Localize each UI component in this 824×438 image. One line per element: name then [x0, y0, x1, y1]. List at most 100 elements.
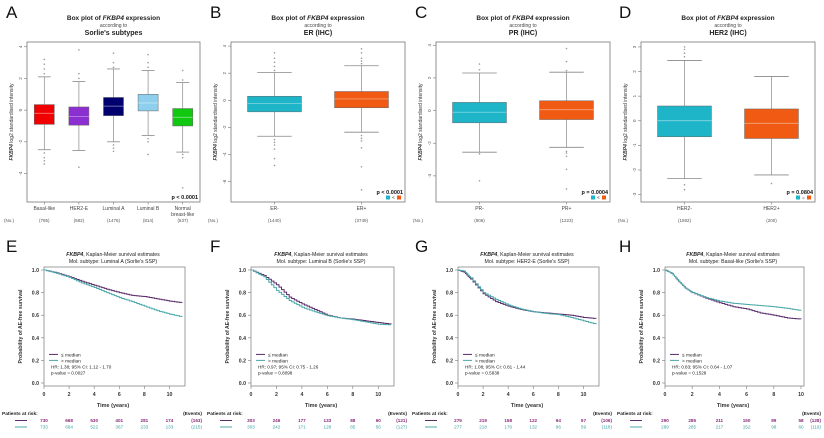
risk-count: 530 [90, 418, 98, 423]
x-tick-label: 2 [68, 392, 71, 398]
x-axis-label: Time (years) [97, 403, 129, 409]
km-plot-luminal-a: FKBP4, Kaplan-Meier survival estimatesMo… [2, 252, 202, 430]
event-count: (119) [811, 425, 822, 430]
x-tick-label: 8 [143, 392, 146, 398]
y-axis-label: FKBP4 log2 standardised intensity [9, 83, 15, 160]
chart-subtitle: Mol. subtype: Luminal B (Sorlie's SSP) [277, 259, 366, 265]
outlier-point [360, 137, 363, 140]
risk-count: 177 [298, 418, 306, 423]
group-count: (1476) [107, 218, 121, 223]
y-tick-label: -4 [18, 171, 23, 175]
box-er- [334, 91, 389, 109]
outlier-point [273, 69, 276, 72]
p-value: p = 0.0004 [582, 190, 609, 196]
km-curve-low-median [458, 269, 597, 319]
legend-operator: < [597, 195, 600, 200]
risk-count: 733 [40, 425, 48, 430]
outlier-point [360, 140, 363, 142]
chart-title: Box plot of FKBP4 expression [476, 15, 569, 22]
outlier-point [43, 58, 46, 61]
outlier-point [273, 65, 276, 68]
panel-label-h: H [619, 237, 632, 256]
outlier-point [147, 53, 149, 56]
x-tick-label: 6 [326, 392, 329, 398]
panel-label-f: F [210, 237, 221, 256]
p-value: p < 0.0001 [377, 190, 403, 196]
risk-count: 218 [479, 425, 487, 430]
y-tick-label: 2 [222, 71, 227, 74]
outlier-point [43, 68, 46, 70]
y-tick-label: 1.0 [446, 268, 453, 274]
risk-count: 367 [115, 425, 123, 430]
outlier-point [478, 68, 481, 71]
outlier-point [478, 63, 481, 65]
outlier-point [78, 72, 80, 75]
plot-frame [43, 266, 186, 387]
outlier-point [360, 60, 363, 62]
risk-count: 122 [529, 418, 537, 423]
group-count: (1440) [268, 218, 282, 223]
outlier-point [78, 166, 80, 168]
chart-title: FKBP4, Kaplan-Meier survival estimates [274, 252, 368, 258]
outlier-point [43, 160, 46, 162]
x-tick-label: 4 [300, 392, 303, 398]
chart-title: Box plot of FKBP4 expression [681, 15, 774, 22]
legend-swatch-pos [602, 195, 606, 200]
x-tick-label: 10 [167, 392, 173, 398]
km-curve-high-median [665, 269, 802, 311]
outlier-point [181, 69, 184, 72]
risk-count: 158 [504, 418, 512, 423]
y-tick-label: 0.4 [446, 336, 453, 342]
outlier-point [273, 52, 276, 54]
p-value: p-value = 0.1528 [672, 370, 707, 375]
group-count: (814) [143, 218, 154, 223]
events-header: (Events) [802, 411, 821, 417]
risk-count: 285 [688, 418, 696, 423]
x-tick-label: ER+ [357, 206, 367, 212]
outlier-point [565, 168, 568, 171]
x-tick-label: 10 [375, 392, 381, 398]
event-count: (128) [810, 418, 821, 423]
y-tick-label: 0.2 [239, 358, 246, 364]
risk-count: 664 [65, 425, 73, 430]
x-tick-label: PR- [475, 206, 484, 212]
outlier-point [147, 61, 149, 64]
risk-count: 171 [298, 425, 306, 430]
event-count: (215) [191, 425, 202, 430]
outlier-point [78, 77, 80, 80]
panel-label-g: G [415, 237, 429, 256]
legend-label: ≤ median [61, 352, 81, 358]
x-tick-label: breast-like [171, 212, 194, 218]
outlier-point [112, 144, 115, 146]
outlier-point [112, 147, 115, 149]
y-tick-label: -2 [427, 141, 432, 145]
events-header: (Events) [183, 411, 202, 417]
x-axis-label: Time (years) [511, 403, 543, 409]
count-label: (No.) [618, 218, 629, 223]
outlier-point [147, 141, 149, 143]
y-tick-label: 0.8 [446, 291, 453, 297]
y-tick-label: -4 [222, 152, 227, 156]
y-axis-label: FKBP4 log2 standardised intensity [418, 83, 424, 160]
risk-count: 277 [454, 425, 462, 430]
p-value: p < 0.0001 [172, 195, 198, 201]
legend-swatch-neg [386, 195, 390, 200]
outlier-point [147, 137, 149, 140]
group-count: (1223) [560, 218, 574, 223]
hazard-ratio: HR: 0.97; 95% CI: 0.75 - 1.26 [258, 364, 319, 369]
count-label: (No.) [4, 218, 15, 223]
risk-count: 132 [529, 425, 537, 430]
y-tick-label: 0.0 [32, 381, 39, 387]
outlier-point [43, 72, 46, 75]
chart-title: FKBP4, Kaplan-Meier survival estimates [686, 252, 780, 258]
chart-title: Box plot of FKBP4 expression [271, 15, 364, 22]
y-tick-label: 1.0 [32, 268, 39, 274]
y-tick-label: 0.2 [653, 358, 660, 364]
km-curve-low-median [665, 269, 802, 320]
outlier-point [43, 63, 46, 65]
box-pr- [452, 102, 507, 124]
risk-count: 174 [166, 418, 174, 423]
x-tick-label: 4 [718, 392, 721, 398]
chart-title: FKBP4, Kaplan-Meier survival estimates [480, 252, 574, 258]
